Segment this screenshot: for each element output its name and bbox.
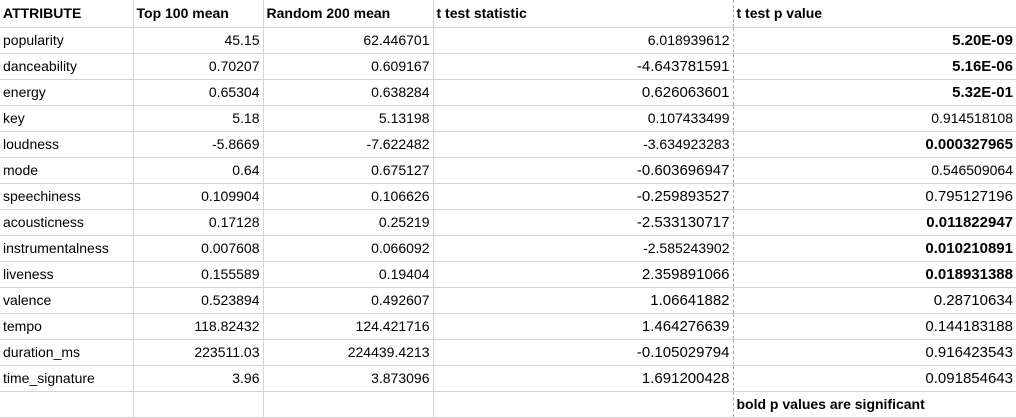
header-row: ATTRIBUTE Top 100 mean Random 200 mean t…	[0, 0, 1016, 28]
empty-cell[interactable]	[0, 391, 134, 418]
attribute-cell[interactable]: danceability	[0, 53, 134, 80]
top-100-mean-cell[interactable]: 0.64	[133, 157, 264, 184]
attribute-cell[interactable]: acousticness	[0, 209, 134, 236]
attribute-cell[interactable]: valence	[0, 287, 134, 314]
attribute-cell[interactable]: popularity	[0, 27, 134, 54]
attribute-cell[interactable]: liveness	[0, 261, 134, 288]
p-value-cell[interactable]: 0.916423543	[733, 339, 1016, 366]
p-value-cell[interactable]: 0.914518108	[733, 105, 1016, 132]
header-attribute[interactable]: ATTRIBUTE	[0, 0, 134, 28]
random-200-mean-cell[interactable]: 0.675127	[263, 157, 434, 184]
top-100-mean-cell[interactable]: 0.155589	[133, 261, 264, 288]
random-200-mean-cell[interactable]: -7.622482	[263, 131, 434, 158]
top-100-mean-cell[interactable]: 0.109904	[133, 183, 264, 210]
top-100-mean-cell[interactable]: 0.70207	[133, 53, 264, 80]
attribute-cell[interactable]: key	[0, 105, 134, 132]
table-row: liveness 0.155589 0.19404 2.359891066 0.0189…	[0, 261, 1016, 288]
table-row: duration_ms 223511.03 224439.4213 -0.105029…	[0, 339, 1016, 366]
empty-cell[interactable]	[263, 391, 434, 418]
t-statistic-cell[interactable]: -3.634923283	[433, 131, 734, 158]
top-100-mean-cell[interactable]: 118.82432	[133, 313, 264, 340]
t-statistic-cell[interactable]: -2.585243902	[433, 235, 734, 262]
table-row: valence 0.523894 0.492607 1.06641882 0.28710…	[0, 287, 1016, 314]
table-row: acousticness 0.17128 0.25219 -2.533130717 0.…	[0, 209, 1016, 236]
table-row: mode 0.64 0.675127 -0.603696947 0.546509064	[0, 157, 1016, 184]
attribute-cell[interactable]: energy	[0, 79, 134, 106]
top-100-mean-cell[interactable]: 0.007608	[133, 235, 264, 262]
t-statistic-cell[interactable]: -4.643781591	[433, 53, 734, 80]
top-100-mean-cell[interactable]: 3.96	[133, 365, 264, 392]
header-t-test-statistic[interactable]: t test statistic	[433, 0, 734, 28]
header-t-test-p-value[interactable]: t test p value	[733, 0, 1016, 28]
t-statistic-cell[interactable]: 0.107433499	[433, 105, 734, 132]
p-value-cell[interactable]: 0.091854643	[733, 365, 1016, 392]
t-statistic-cell[interactable]: -0.105029794	[433, 339, 734, 366]
top-100-mean-cell[interactable]: 0.65304	[133, 79, 264, 106]
top-100-mean-cell[interactable]: 223511.03	[133, 339, 264, 366]
t-statistic-cell[interactable]: 0.626063601	[433, 79, 734, 106]
top-100-mean-cell[interactable]: 0.17128	[133, 209, 264, 236]
random-200-mean-cell[interactable]: 62.446701	[263, 27, 434, 54]
random-200-mean-cell[interactable]: 0.492607	[263, 287, 434, 314]
random-200-mean-cell[interactable]: 5.13198	[263, 105, 434, 132]
table-row: key 5.18 5.13198 0.107433499 0.914518108	[0, 105, 1016, 132]
significance-footnote[interactable]: bold p values are significant	[733, 391, 1016, 418]
p-value-cell[interactable]: 0.000327965	[733, 131, 1016, 158]
t-statistic-cell[interactable]: 1.464276639	[433, 313, 734, 340]
p-value-cell[interactable]: 5.16E-06	[733, 53, 1016, 80]
t-statistic-cell[interactable]: 1.06641882	[433, 287, 734, 314]
header-random-200-mean[interactable]: Random 200 mean	[263, 0, 434, 28]
top-100-mean-cell[interactable]: 45.15	[133, 27, 264, 54]
empty-cell[interactable]	[433, 391, 734, 418]
random-200-mean-cell[interactable]: 0.19404	[263, 261, 434, 288]
p-value-cell[interactable]: 0.28710634	[733, 287, 1016, 314]
attribute-cell[interactable]: speechiness	[0, 183, 134, 210]
t-statistic-cell[interactable]: 2.359891066	[433, 261, 734, 288]
top-100-mean-cell[interactable]: -5.8669	[133, 131, 264, 158]
attribute-cell[interactable]: mode	[0, 157, 134, 184]
attribute-cell[interactable]: instrumentalness	[0, 235, 134, 262]
random-200-mean-cell[interactable]: 0.106626	[263, 183, 434, 210]
random-200-mean-cell[interactable]: 0.066092	[263, 235, 434, 262]
table-row: instrumentalness 0.007608 0.066092 -2.58524…	[0, 235, 1016, 262]
p-value-cell[interactable]: 0.010210891	[733, 235, 1016, 262]
top-100-mean-cell[interactable]: 0.523894	[133, 287, 264, 314]
attribute-cell[interactable]: duration_ms	[0, 339, 134, 366]
p-value-cell[interactable]: 0.144183188	[733, 313, 1016, 340]
random-200-mean-cell[interactable]: 0.25219	[263, 209, 434, 236]
header-top-100-mean[interactable]: Top 100 mean	[133, 0, 264, 28]
attribute-cell[interactable]: loudness	[0, 131, 134, 158]
top-100-mean-cell[interactable]: 5.18	[133, 105, 264, 132]
attribute-cell[interactable]: time_signature	[0, 365, 134, 392]
random-200-mean-cell[interactable]: 0.609167	[263, 53, 434, 80]
p-value-cell[interactable]: 0.546509064	[733, 157, 1016, 184]
p-value-cell[interactable]: 0.795127196	[733, 183, 1016, 210]
empty-cell[interactable]	[133, 391, 264, 418]
t-statistic-cell[interactable]: 1.691200428	[433, 365, 734, 392]
random-200-mean-cell[interactable]: 124.421716	[263, 313, 434, 340]
p-value-cell[interactable]: 5.32E-01	[733, 79, 1016, 106]
random-200-mean-cell[interactable]: 0.638284	[263, 79, 434, 106]
attribute-cell[interactable]: tempo	[0, 313, 134, 340]
random-200-mean-cell[interactable]: 3.873096	[263, 365, 434, 392]
table-row: danceability 0.70207 0.609167 -4.643781591 5…	[0, 53, 1016, 80]
t-statistic-cell[interactable]: -0.259893527	[433, 183, 734, 210]
table-row: tempo 118.82432 124.421716 1.464276639 0.144…	[0, 313, 1016, 340]
footnote-row: bold p values are significant	[0, 391, 1016, 418]
t-statistic-cell[interactable]: -2.533130717	[433, 209, 734, 236]
table-row: speechiness 0.109904 0.106626 -0.259893527 0…	[0, 183, 1016, 210]
p-value-cell[interactable]: 0.011822947	[733, 209, 1016, 236]
table-row: time_signature 3.96 3.873096 1.691200428 0.0…	[0, 365, 1016, 392]
random-200-mean-cell[interactable]: 224439.4213	[263, 339, 434, 366]
t-statistic-cell[interactable]: -0.603696947	[433, 157, 734, 184]
table-row: energy 0.65304 0.638284 0.626063601 5.32E-01	[0, 79, 1016, 106]
table-row: popularity 45.15 62.446701 6.018939612 5.20E…	[0, 27, 1016, 54]
table-row: loudness -5.8669 -7.622482 -3.634923283 0.00…	[0, 131, 1016, 158]
t-statistic-cell[interactable]: 6.018939612	[433, 27, 734, 54]
p-value-cell[interactable]: 0.018931388	[733, 261, 1016, 288]
p-value-cell[interactable]: 5.20E-09	[733, 27, 1016, 54]
